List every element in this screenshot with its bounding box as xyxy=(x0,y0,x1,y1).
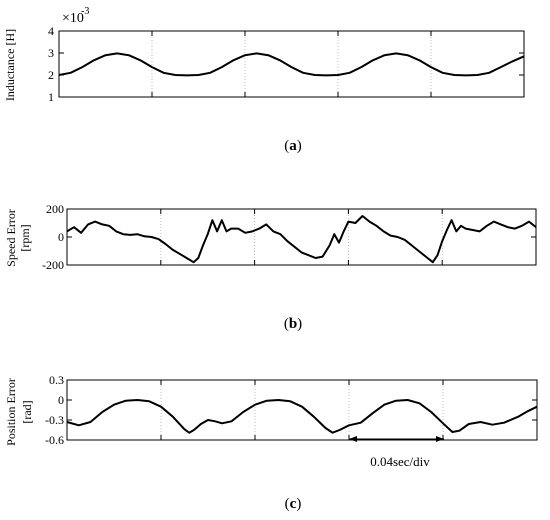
panel-a-exponent: ×10 -3 xyxy=(62,6,89,26)
panel-a: Inductance [H] ×10 -3 4 3 2 1 (a) xyxy=(3,6,525,154)
ytick-label: 0 xyxy=(58,393,64,407)
panel-a-exponent-power: -3 xyxy=(81,6,89,17)
time-scale-label: 0.04sec/div xyxy=(370,454,430,469)
ytick-label: 0.3 xyxy=(49,373,64,387)
panel-b-ylabel-line2: [rpm] xyxy=(18,224,32,251)
panel-b-caption-letter: b xyxy=(289,316,297,332)
ytick-label: -200 xyxy=(42,258,64,272)
ytick-label: 2 xyxy=(48,68,54,82)
axes-frame xyxy=(58,30,525,98)
panel-b-plot-area xyxy=(66,208,537,266)
axes-frame xyxy=(66,379,538,441)
panel-a-plot-area xyxy=(58,30,525,98)
panel-b-caption: (b) xyxy=(284,316,302,332)
panel-a-ytick-labels: 4 3 2 1 xyxy=(48,24,54,104)
ytick-label: 1 xyxy=(48,90,54,104)
panel-a-ylabel: Inductance [H] xyxy=(3,29,17,101)
panel-a-caption: (a) xyxy=(284,138,302,154)
panel-a-exponent-base: ×10 xyxy=(62,11,84,26)
panel-c-ylabel-line1: Position Error xyxy=(4,378,18,446)
ytick-label: -0.6 xyxy=(45,433,64,447)
panel-b: Speed Error [rpm] 200 0 -200 (b) xyxy=(4,202,537,332)
time-scale-annotation: 0.04sec/div xyxy=(349,436,444,469)
panel-c-plot-area xyxy=(66,379,538,441)
ytick-label: -0.3 xyxy=(45,413,64,427)
panel-c-ytick-labels: 0.3 0 -0.3 -0.6 xyxy=(45,373,64,447)
panel-c-caption-letter: c xyxy=(290,496,297,512)
axes-frame xyxy=(66,208,537,266)
panel-c-caption: (c) xyxy=(285,496,302,512)
series-line-1 xyxy=(58,52,525,77)
panel-c-ylabel-line2: [rad] xyxy=(20,400,34,423)
series-line-1 xyxy=(66,215,537,264)
ytick-label: 200 xyxy=(46,202,64,216)
ytick-label: 0 xyxy=(58,230,64,244)
panel-b-ytick-labels: 200 0 -200 xyxy=(42,202,64,272)
panel-a-caption-letter: a xyxy=(289,138,297,154)
ytick-label: 4 xyxy=(48,24,54,38)
arrowhead-left-icon xyxy=(349,436,357,442)
series-line-1 xyxy=(66,399,538,434)
arrowhead-right-icon xyxy=(436,436,444,442)
ytick-label: 3 xyxy=(48,46,54,60)
panel-c: Position Error [rad] 0.3 0 -0.3 -0.6 0.0… xyxy=(4,373,538,512)
panel-b-ylabel-line1: Speed Error xyxy=(4,209,18,267)
